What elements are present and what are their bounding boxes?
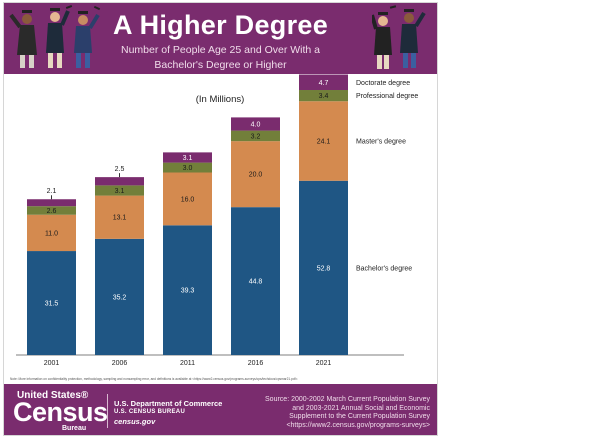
mortarboard-icon (389, 5, 397, 9)
bar-segment (95, 238, 144, 355)
source-line: <https://www2.census.gov/programs-survey… (286, 421, 430, 429)
census-logo-wordmark: Census (13, 397, 108, 427)
legend-label: Bachelor's degree (356, 265, 412, 272)
x-tick-label: 2001 (44, 360, 60, 367)
graduate-figure (46, 8, 70, 68)
source-line: Supplement to the Current Population Sur… (289, 413, 430, 421)
methodology-note: Note: More information on confidentialit… (10, 377, 299, 381)
mortarboard-icon (93, 5, 101, 11)
footer-banner: United States® Census Bureau U.S. Depart… (4, 384, 437, 435)
bar-segment (299, 101, 348, 181)
bar-segment (299, 90, 348, 102)
data-label: 31.5 (45, 301, 59, 308)
bar-segment (231, 117, 280, 131)
mortarboard-icon (65, 5, 73, 9)
graduate-figure (9, 10, 37, 68)
bar-segment (163, 152, 212, 163)
bar-segment (27, 199, 76, 207)
data-label: 4.7 (319, 80, 329, 87)
subtitle-line: Bachelor's Degree or Higher (154, 59, 287, 71)
data-label: 2.5 (115, 166, 125, 173)
units-label: (In Millions) (196, 94, 245, 105)
bar-segment (27, 251, 76, 355)
bar-segment (27, 206, 76, 215)
source-line: Source: 2000-2002 March Current Populati… (265, 396, 430, 403)
stacked-bar-chart: (In Millions) 31.5 11.0 2.6 2.1 2001 35.2 13.1 3… (16, 74, 418, 367)
bar-segment (231, 130, 280, 142)
bar-segment (95, 177, 144, 186)
graduate-figure (400, 9, 426, 68)
legend-label: Master's degree (356, 138, 406, 145)
data-label: 13.1 (113, 215, 127, 222)
data-label: 52.8 (317, 265, 331, 272)
data-label: 44.8 (249, 279, 263, 286)
bar-segment (27, 214, 76, 252)
data-label: 3.4 (319, 93, 329, 100)
data-label: 3.2 (251, 133, 261, 140)
data-label: 3.1 (183, 155, 193, 162)
data-label: 3.0 (183, 165, 193, 172)
data-label: 2.1 (47, 188, 57, 195)
x-tick-label: 2006 (112, 360, 128, 367)
bar-segment (95, 195, 144, 239)
data-label: 11.0 (45, 230, 58, 237)
legend-label: Professional degree (356, 93, 418, 100)
bureau-name: U.S. CENSUS BUREAU (114, 409, 186, 415)
data-label: 20.0 (249, 172, 263, 179)
website-text: census.gov (114, 417, 156, 426)
x-tick-label: 2016 (248, 360, 264, 367)
data-label: 16.0 (181, 196, 195, 203)
footer-divider (107, 394, 108, 428)
x-tick-label: 2011 (180, 360, 195, 367)
bar-segment (231, 207, 280, 355)
department-name: U.S. Department of Commerce (114, 399, 223, 408)
chart-subtitle: Number of People Age 25 and Over With a … (99, 43, 342, 73)
bar-segment (231, 141, 280, 208)
graduates-illustration-left (9, 5, 101, 68)
bar-segment (95, 185, 144, 196)
bar-segment (163, 225, 212, 355)
bar-segment (299, 74, 348, 91)
data-label: 39.3 (181, 288, 195, 295)
data-label: 4.0 (251, 122, 261, 129)
graduate-figure (372, 12, 392, 69)
bar-segment (163, 162, 212, 173)
bar-segment (163, 172, 212, 226)
source-line: and 2003-2021 Annual Social and Economic (292, 404, 430, 412)
source-citation: Source: 2000-2002 March Current Populati… (234, 396, 430, 430)
legend-label: Doctorate degree (356, 80, 410, 87)
data-label: 2.6 (47, 208, 57, 215)
census-logo-top-text: United States® (17, 390, 89, 401)
graduate-figure (74, 11, 100, 68)
data-label: 3.1 (115, 188, 125, 195)
chart-title: A Higher Degree (112, 10, 329, 40)
data-label: 24.1 (317, 138, 331, 145)
bar-segment (299, 180, 348, 355)
infographic-card: A Higher Degree Number of People Age 25 … (3, 2, 438, 436)
subtitle-line: Number of People Age 25 and Over With a (120, 44, 321, 56)
x-tick-label: 2021 (316, 360, 332, 367)
header-banner: A Higher Degree Number of People Age 25 … (4, 3, 437, 74)
graduates-illustration-right (372, 5, 426, 69)
data-label: 35.2 (113, 294, 127, 301)
census-logo-bureau-text: Bureau (62, 425, 87, 432)
